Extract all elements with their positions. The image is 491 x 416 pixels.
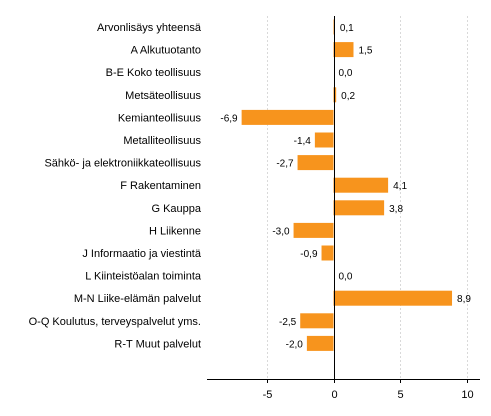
x-tick-label: 5 [397, 389, 403, 401]
category-label: F Rakentaminen [120, 180, 201, 192]
value-label: 3,8 [389, 204, 403, 215]
bar [321, 245, 334, 261]
bar [333, 177, 389, 193]
bar [333, 42, 354, 58]
grid-lines [267, 16, 468, 379]
bar [306, 335, 334, 351]
value-label: -2,7 [276, 159, 294, 170]
category-label: Arvonlisäys yhteensä [97, 22, 202, 34]
category-label: R-T Muut palvelut [114, 338, 201, 350]
category-label: G Kauppa [151, 203, 201, 215]
value-label: 4,1 [393, 181, 407, 192]
category-label: O-Q Koulutus, terveyspalvelut yms. [29, 316, 201, 328]
category-label: H Liikenne [149, 225, 201, 237]
category-label: A Alkutuotanto [131, 45, 201, 57]
value-label: -0,9 [300, 249, 318, 260]
value-label: 0,0 [339, 272, 353, 283]
category-labels: Arvonlisäys yhteensä A Alkutuotanto B-E Ko… [29, 22, 202, 350]
bar [300, 313, 334, 329]
value-label: -2,5 [279, 317, 297, 328]
value-label: -2,0 [286, 339, 304, 350]
value-label: 0,0 [339, 68, 353, 79]
value-label: 1,5 [358, 46, 372, 57]
bar [333, 200, 385, 216]
category-label: Kemianteollisuus [118, 112, 202, 124]
bar [314, 132, 334, 148]
category-label: J Informaatio ja viestintä [82, 248, 201, 260]
category-label: Metsäteollisuus [125, 90, 201, 102]
bar [241, 109, 334, 125]
value-label: 0,2 [341, 91, 355, 102]
value-label: -1,4 [294, 136, 312, 147]
value-label: -3,0 [272, 226, 290, 237]
x-tick-label: 10 [461, 389, 473, 401]
bar [333, 290, 453, 306]
value-labels: 0,1 1,5 0,0 0,2 -6,9 -1,4 -2,7 4,1 3,8 -3,0 -0,9 0,… [220, 23, 471, 350]
x-tick-label: 0 [331, 389, 337, 401]
category-label: M-N Liike-elämän palvelut [74, 293, 201, 305]
bar [293, 222, 334, 238]
category-label: B-E Koko teollisuus [106, 67, 202, 79]
category-label: Sähkö- ja elektroniikkateollisuus [44, 158, 201, 170]
x-axis: -5 0 5 10 [207, 16, 480, 401]
bars [241, 19, 453, 351]
bar [297, 155, 334, 171]
value-label: 8,9 [457, 294, 471, 305]
value-label: -6,9 [220, 113, 238, 124]
x-tick-label: -5 [263, 389, 273, 401]
value-label: 0,1 [340, 23, 354, 34]
category-label: Metalliteollisuus [123, 135, 201, 147]
category-label: L Kiinteistöalan toiminta [85, 271, 202, 283]
